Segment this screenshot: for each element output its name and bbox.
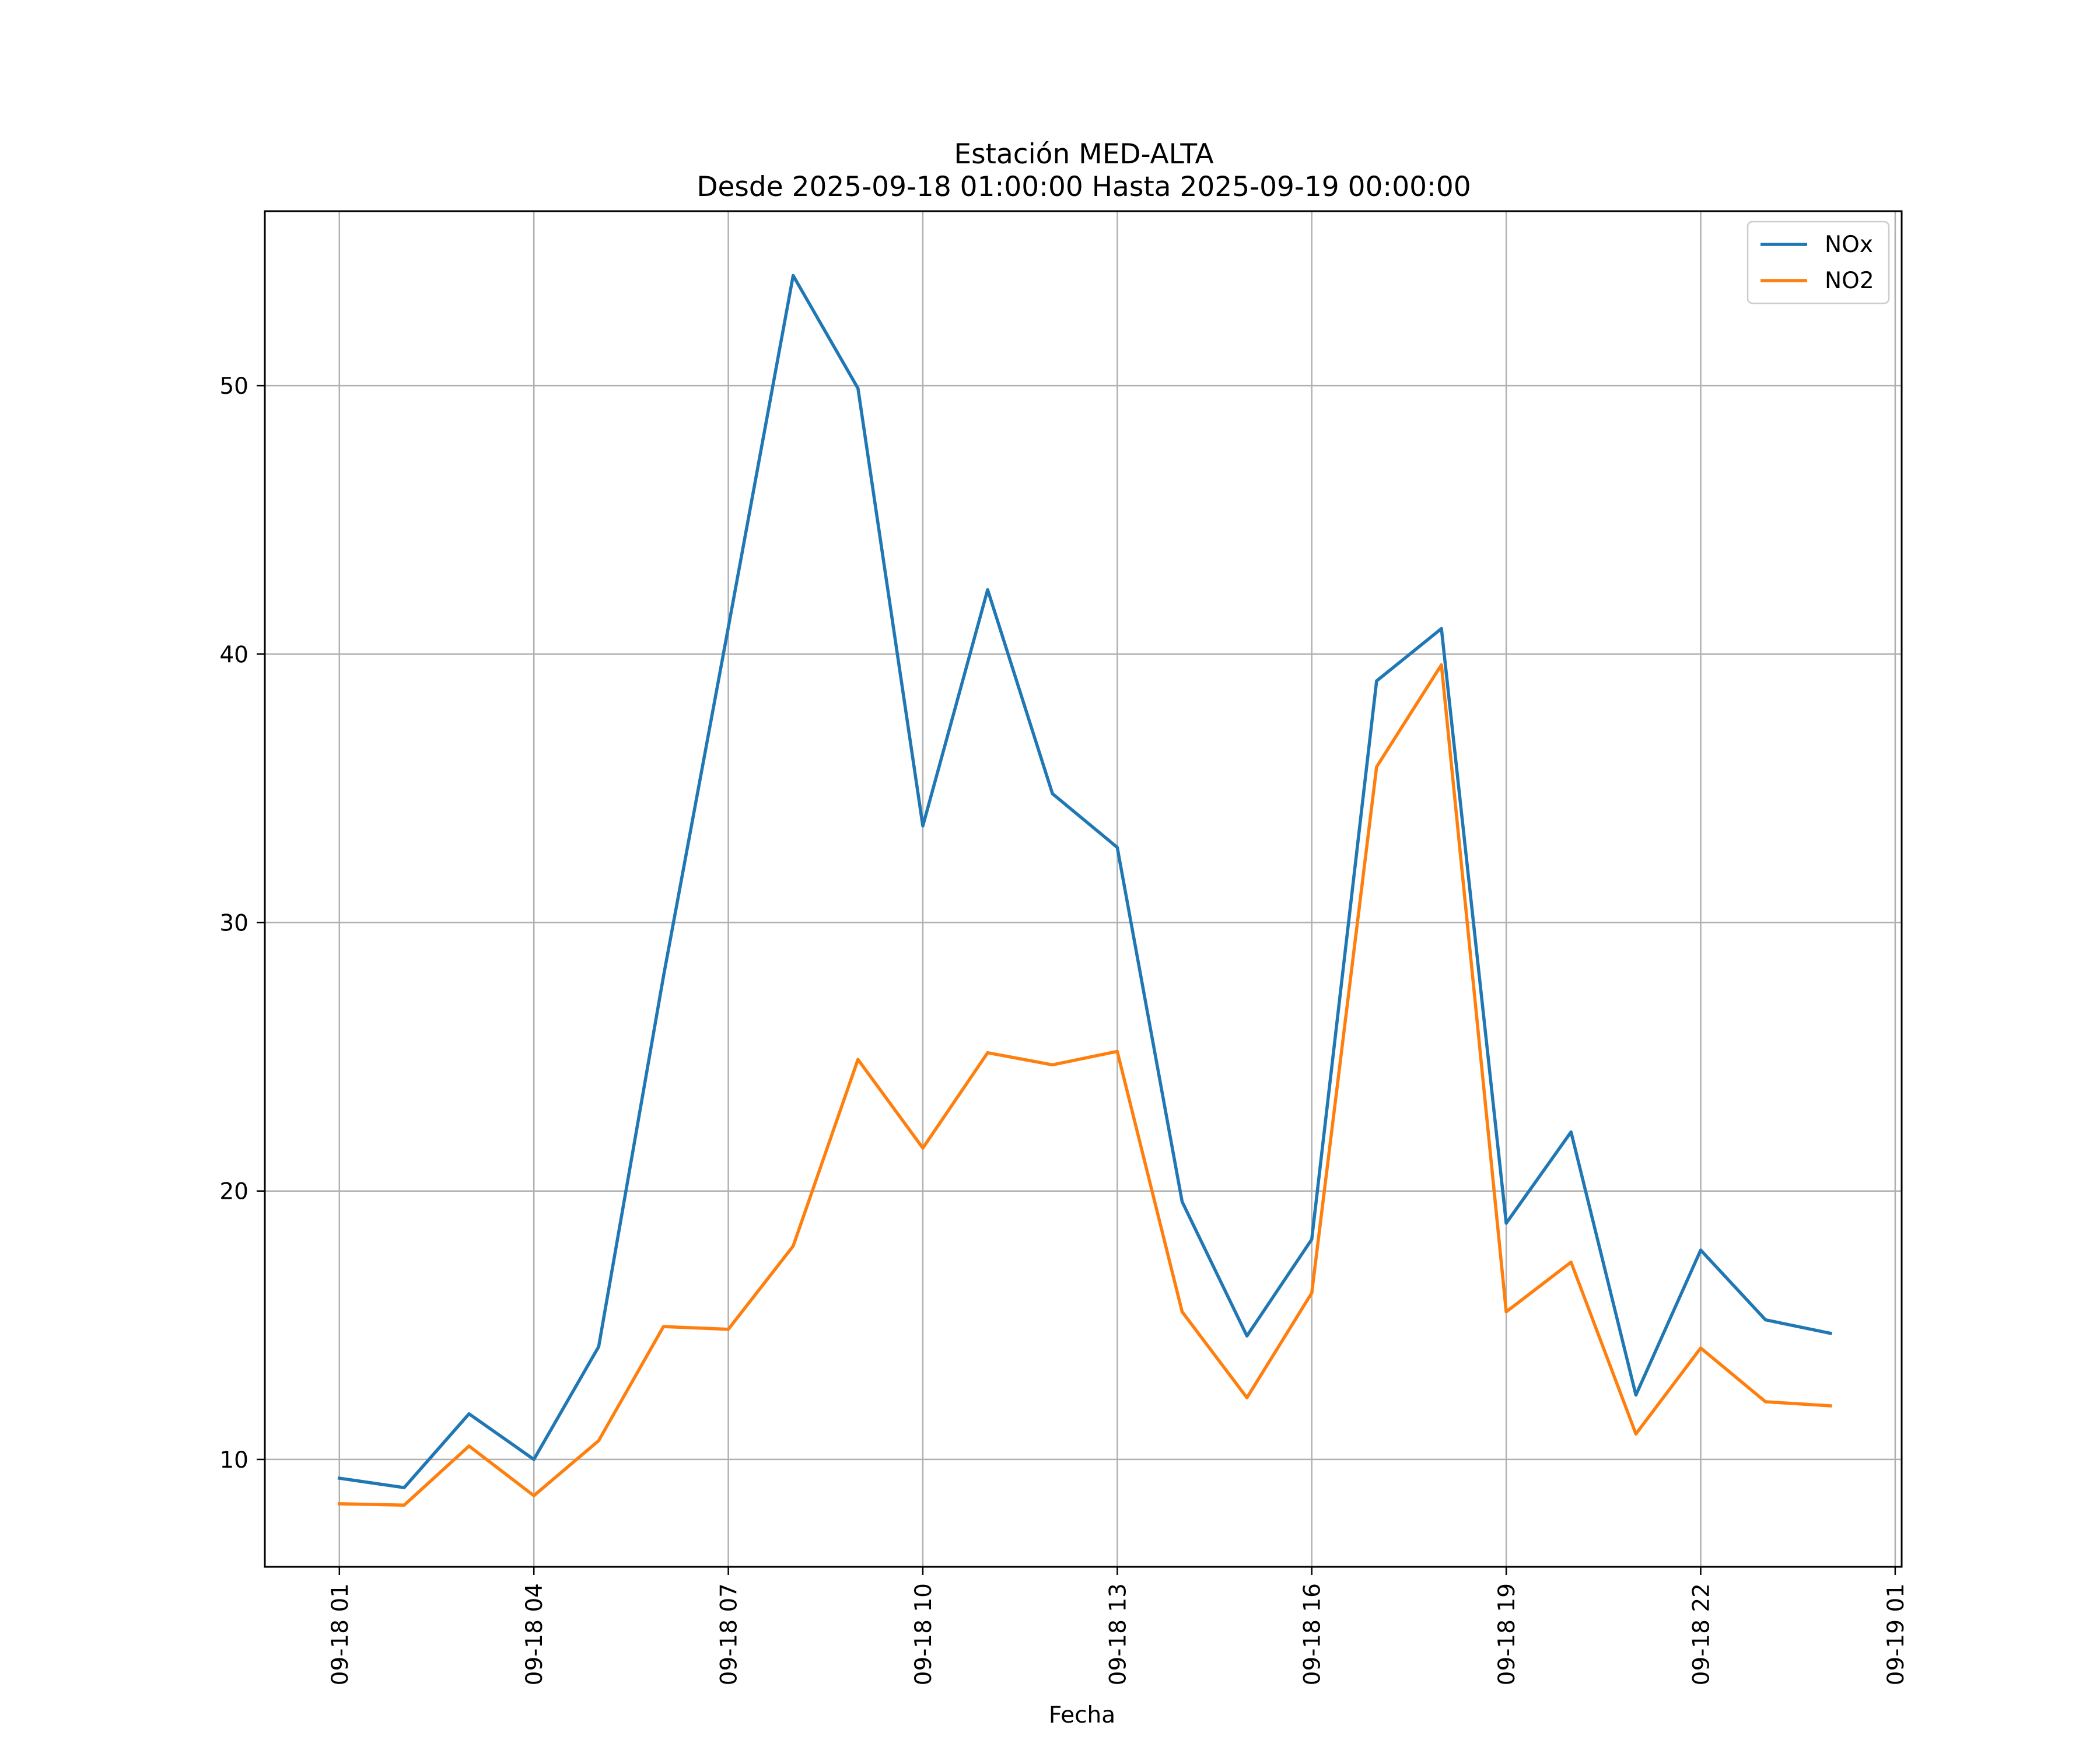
x-axis-ticks: 09-18 01 09-18 04 09-18 07 09-18 10 09-18 13… xyxy=(327,1567,1909,1685)
x-tick-label: 09-18 19 xyxy=(1494,1583,1520,1685)
y-tick-label: 10 xyxy=(219,1447,249,1474)
x-tick-label: 09-19 01 xyxy=(1883,1583,1909,1685)
plot-area-frame xyxy=(264,210,1903,1568)
y-tick-label: 30 xyxy=(219,911,249,937)
legend-box xyxy=(1746,220,1890,304)
y-tick-label: 20 xyxy=(219,1179,249,1205)
x-tick-label: 09-18 01 xyxy=(327,1583,354,1685)
y-tick-label: 40 xyxy=(219,642,249,668)
chart-title-line-1: Estación MED-ALTA xyxy=(954,138,1213,170)
series-lines xyxy=(337,274,1833,1507)
legend-label-no2: NO2 xyxy=(1825,268,1874,294)
grid-lines xyxy=(265,211,1902,1567)
x-tick-label: 09-18 07 xyxy=(716,1583,743,1685)
legend: NOx NO2 xyxy=(1746,220,1890,304)
series-line-no2 xyxy=(337,663,1832,1507)
chart-title-line-2: Desde 2025-09-18 01:00:00 Hasta 2025-09-… xyxy=(696,171,1471,203)
legend-label-nox: NOx xyxy=(1825,232,1873,258)
y-axis-ticks: 10 20 30 40 50 xyxy=(219,373,265,1474)
x-axis-label: Fecha xyxy=(1049,1702,1115,1728)
x-tick-label: 09-18 10 xyxy=(911,1583,937,1685)
x-tick-label: 09-18 13 xyxy=(1105,1583,1131,1685)
x-tick-label: 09-18 16 xyxy=(1300,1583,1326,1685)
y-tick-label: 50 xyxy=(219,373,249,400)
series-line-nox xyxy=(337,274,1833,1489)
x-tick-label: 09-18 22 xyxy=(1689,1583,1715,1685)
x-tick-label: 09-18 04 xyxy=(522,1583,548,1685)
